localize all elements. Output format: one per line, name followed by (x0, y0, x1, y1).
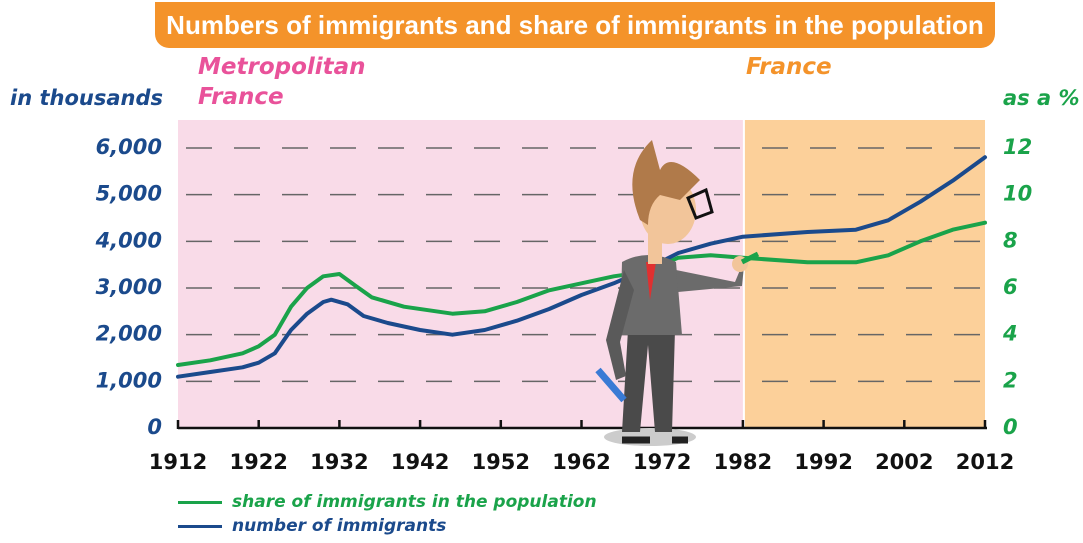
y2-tick-label: 0 (1003, 415, 1018, 439)
x-tick-label: 1912 (149, 450, 207, 474)
x-tick-label: 2012 (956, 450, 1014, 474)
y-tick-label: 1,000 (96, 368, 162, 392)
x-tick-label: 1972 (633, 450, 691, 474)
legend-swatch (178, 525, 222, 528)
y2-tick-label: 4 (1002, 322, 1018, 346)
region-label: Metropolitan France (198, 52, 378, 112)
legend-item: share of immigrants in the population (178, 490, 597, 514)
x-tick-label: 1952 (472, 450, 530, 474)
y-tick-label: 3,000 (96, 275, 162, 299)
y2-axis-label: as a % (1003, 86, 1080, 110)
legend-label: number of immigrants (232, 516, 446, 536)
y-tick-label: 4,000 (95, 228, 162, 252)
page: 0 1,000 2,000 3,000 4,000 5,000 6,000 0 2 4 6 8 10 12… (0, 0, 1083, 543)
y-tick-label: 5,000 (96, 182, 162, 206)
y2-tick-label: 2 (1003, 368, 1018, 392)
legend-item: number of immigrants (178, 514, 597, 538)
legend-label: share of immigrants in the population (232, 492, 597, 512)
y2-tick-label: 6 (1003, 275, 1018, 299)
y2-tick-label: 12 (1003, 135, 1032, 159)
y2-tick-label: 8 (1003, 228, 1018, 252)
x-tick-label: 1962 (552, 450, 610, 474)
y-axis-label: in thousands (10, 86, 163, 110)
chart-title: Numbers of immigrants and share of immig… (155, 2, 995, 48)
x-tick-label: 2002 (875, 450, 933, 474)
y2-tick-label: 10 (1003, 182, 1032, 206)
y-tick-label: 6,000 (96, 135, 162, 159)
x-tick-label: 1982 (714, 450, 772, 474)
x-tick-label: 1932 (310, 450, 368, 474)
region-label: France (746, 52, 926, 82)
legend-swatch (178, 501, 222, 504)
x-tick-label: 1992 (794, 450, 852, 474)
legend: share of immigrants in the population num… (178, 490, 597, 538)
y-tick-label: 0 (147, 415, 162, 439)
x-tick-label: 1922 (229, 450, 287, 474)
x-tick-label: 1942 (391, 450, 449, 474)
y-tick-label: 2,000 (96, 322, 162, 346)
